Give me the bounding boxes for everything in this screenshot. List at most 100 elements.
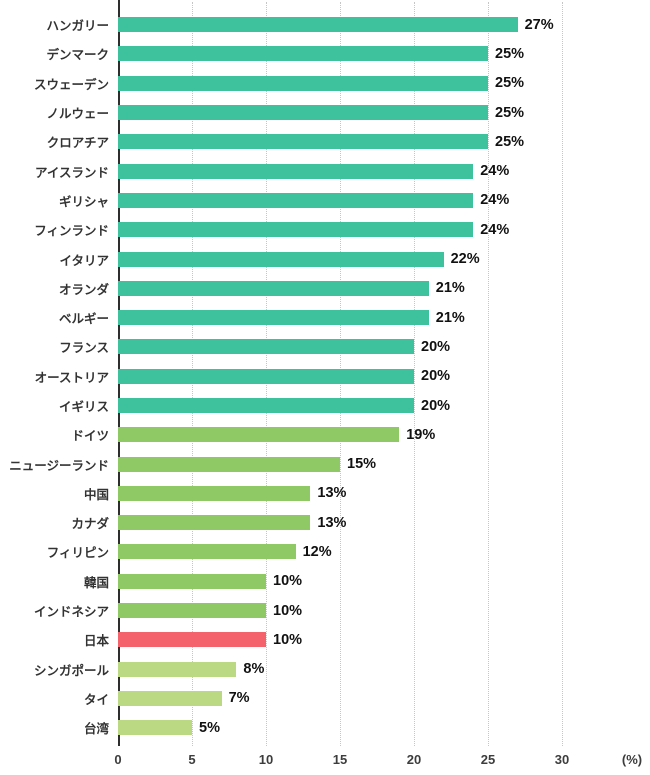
value-label: 21% [435, 309, 465, 326]
bar-track: 24% [118, 221, 650, 238]
chart-row: イギリス 20% [0, 391, 650, 420]
chart-row: デンマーク 25% [0, 39, 650, 68]
category-label: 日本 [83, 634, 109, 649]
value-label: 19% [406, 426, 436, 443]
value-label: 24% [480, 221, 510, 238]
category-label: イタリア [59, 253, 109, 268]
value-label: 24% [480, 163, 510, 180]
chart-row: 台湾 5% [0, 713, 650, 742]
x-tick-label: 10 [258, 752, 274, 767]
bar-track: 24% [118, 163, 650, 180]
category-label: ギリシャ [58, 194, 109, 209]
value-label: 20% [421, 338, 451, 355]
value-label: 25% [495, 75, 525, 92]
category-label: アイスランド [34, 165, 109, 180]
bar [118, 105, 488, 121]
category-label: フィリピン [46, 546, 109, 561]
value-label: 25% [495, 133, 525, 150]
chart-row: スウェーデン 25% [0, 69, 650, 98]
bar-track: 24% [118, 192, 650, 209]
category-label: 台湾 [83, 722, 109, 737]
chart-row: ベルギー 21% [0, 303, 650, 332]
chart-row: カナダ 13% [0, 508, 650, 537]
bar [118, 485, 311, 501]
bar [118, 46, 488, 62]
chart-row: タイ 7% [0, 684, 650, 713]
value-label: 10% [273, 573, 303, 590]
bar-track: 5% [118, 719, 650, 736]
category-label: ドイツ [71, 429, 109, 444]
category-label: ハンガリー [46, 19, 109, 34]
bar [118, 368, 414, 384]
chart-row: アイスランド 24% [0, 156, 650, 185]
value-label: 10% [273, 631, 303, 648]
bar [118, 163, 474, 179]
x-tick-label: 20 [406, 752, 422, 767]
bar [118, 456, 340, 472]
category-label: デンマーク [46, 48, 109, 63]
category-label: タイ [83, 692, 109, 707]
chart-row: 日本 10% [0, 625, 650, 654]
value-label: 12% [302, 543, 332, 560]
chart-row: クロアチア 25% [0, 127, 650, 156]
bar [118, 75, 488, 91]
bar [118, 720, 192, 736]
chart-row: ドイツ 19% [0, 420, 650, 449]
chart-row: フィンランド 24% [0, 215, 650, 244]
bar-track: 25% [118, 75, 650, 92]
bar-track: 20% [118, 338, 650, 355]
bar-track: 10% [118, 603, 650, 619]
bar [118, 398, 414, 413]
bar [118, 134, 488, 150]
value-label: 24% [480, 192, 510, 209]
bar [118, 515, 311, 531]
x-axis-unit-label: (%) [621, 752, 643, 767]
chart-row: ギリシャ 24% [0, 186, 650, 215]
value-label: 25% [495, 45, 525, 62]
category-label: フランス [59, 341, 109, 356]
bar [118, 339, 414, 355]
bar-track: 10% [118, 573, 650, 590]
category-label: イギリス [58, 400, 109, 414]
chart-row: オランダ 21% [0, 274, 650, 303]
value-label: 5% [199, 719, 220, 736]
value-label: 25% [495, 104, 525, 121]
bar-track: 13% [118, 485, 650, 502]
gridline [414, 2, 415, 746]
bar-track: 25% [118, 45, 650, 62]
gridline [488, 2, 489, 746]
category-label: オランダ [58, 282, 109, 297]
bar [118, 192, 474, 208]
bar [118, 222, 474, 238]
bar-track: 15% [118, 456, 650, 472]
bar [118, 690, 222, 706]
bar [118, 632, 266, 648]
value-label: 13% [317, 485, 347, 502]
category-label: ニュージーランド [9, 458, 109, 473]
value-label: 22% [450, 251, 480, 268]
chart-row: フィリピン 12% [0, 537, 650, 566]
category-label: シンガポール [33, 663, 109, 678]
bar [118, 661, 237, 677]
chart-row: シンガポール 8% [0, 655, 650, 684]
value-label: 27% [524, 16, 554, 33]
bar [118, 17, 518, 33]
bar-track: 19% [118, 426, 650, 443]
bar [118, 310, 429, 326]
chart-row: ハンガリー 27% [0, 10, 650, 39]
category-label: ノルウェー [46, 107, 109, 122]
chart-row: インドネシア 10% [0, 596, 650, 625]
bar-track: 20% [118, 397, 650, 414]
chart-row: 韓国 10% [0, 567, 650, 596]
category-label: クロアチア [46, 136, 109, 151]
category-label: インドネシア [33, 605, 109, 620]
chart-row: ニュージーランド 15% [0, 449, 650, 478]
chart-row: オーストリア 20% [0, 362, 650, 391]
value-label: 20% [421, 397, 451, 414]
chart-row: 中国 13% [0, 479, 650, 508]
value-label: 21% [435, 280, 465, 297]
x-tick-label: 5 [188, 752, 196, 767]
value-label: 8% [243, 661, 265, 678]
category-label: 中国 [83, 487, 109, 502]
